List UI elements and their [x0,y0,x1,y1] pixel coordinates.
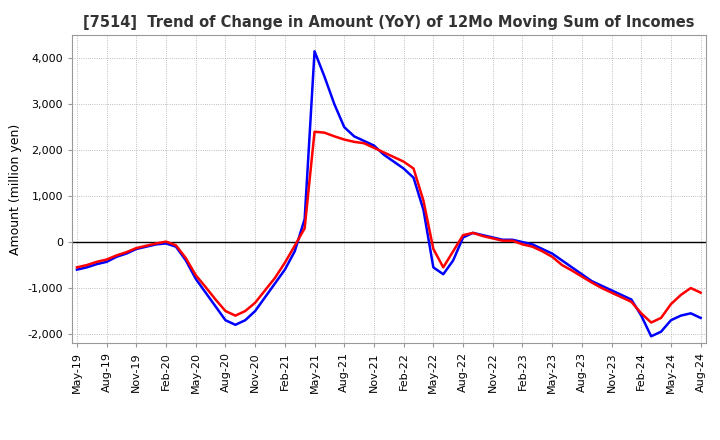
Ordinary Income [429,265,438,270]
Net Income [390,154,398,160]
Net Income [310,129,319,134]
Ordinary Income [152,242,161,247]
Net Income [429,246,438,252]
Net Income [479,234,487,239]
Ordinary Income [390,159,398,164]
Ordinary Income [479,232,487,238]
Net Income [488,236,497,241]
Title: [7514]  Trend of Change in Amount (YoY) of 12Mo Moving Sum of Incomes: [7514] Trend of Change in Amount (YoY) o… [83,15,695,30]
Net Income [696,290,705,295]
Net Income [647,320,655,325]
Net Income [73,265,81,270]
Line: Ordinary Income: Ordinary Income [77,51,701,336]
Ordinary Income [73,267,81,272]
Ordinary Income [340,125,348,130]
Ordinary Income [488,235,497,240]
Ordinary Income [310,49,319,54]
Y-axis label: Amount (million yen): Amount (million yen) [9,124,22,255]
Net Income [152,241,161,246]
Ordinary Income [696,315,705,321]
Net Income [340,137,348,142]
Line: Net Income: Net Income [77,132,701,323]
Ordinary Income [647,334,655,339]
